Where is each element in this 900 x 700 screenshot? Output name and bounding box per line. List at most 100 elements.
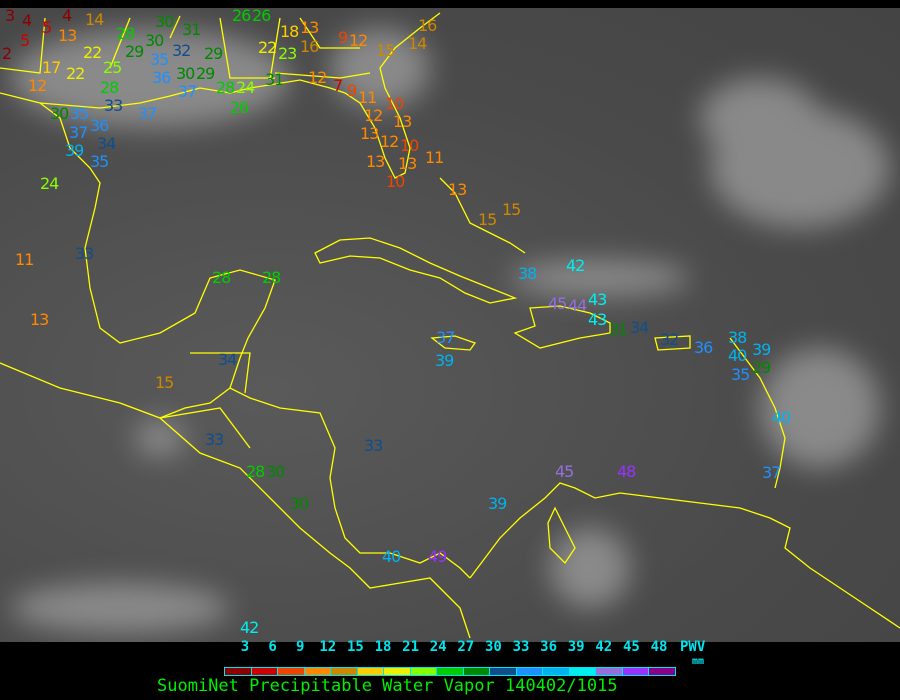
station-value: 35: [70, 104, 89, 123]
station-value: 30: [290, 494, 309, 513]
station-value: 29: [204, 44, 223, 63]
legend-tick: 42: [595, 639, 613, 655]
station-value: 13: [366, 152, 385, 171]
maracaibo-lake: [547, 506, 576, 565]
station-value: 2: [2, 44, 12, 63]
state-borders: [0, 15, 371, 81]
station-value: 39: [752, 340, 771, 359]
station-value: 30: [266, 462, 285, 481]
jamaica: [430, 335, 477, 351]
puerto-rico: [654, 335, 691, 351]
hispaniola: [513, 305, 611, 349]
station-value: 33: [104, 96, 123, 115]
station-value: 29: [752, 358, 771, 377]
station-value: 38: [518, 264, 537, 283]
legend-tick: 36: [540, 639, 558, 655]
legend-label: PWV: [680, 639, 706, 655]
station-value: 26: [252, 8, 271, 25]
legend-tick: 30: [484, 639, 502, 655]
station-value: 45: [548, 294, 567, 313]
station-value: 28: [216, 78, 235, 97]
legend-tick: 15: [346, 639, 364, 655]
station-value: 38: [728, 328, 747, 347]
station-value: 30: [145, 31, 164, 50]
station-value: 26: [232, 8, 251, 25]
legend-color-swatch: [225, 668, 252, 675]
legend-color-swatch: [437, 668, 464, 675]
legend-color-swatch: [649, 668, 675, 675]
station-value: 37: [69, 123, 88, 142]
legend-tick: 6: [268, 639, 277, 655]
station-value: 24: [40, 174, 59, 193]
legend-tick: 39: [567, 639, 585, 655]
legend-color-swatch: [490, 668, 517, 675]
station-value: 28: [100, 78, 119, 97]
station-value: 4: [22, 11, 32, 30]
legend-color-swatch: [331, 668, 358, 675]
south-america-coast: [469, 482, 900, 629]
legend-tick: 21: [402, 639, 420, 655]
station-value: 33: [205, 430, 224, 449]
station-value: 11: [15, 250, 34, 269]
station-value: 15: [376, 41, 395, 60]
station-value: 9: [347, 81, 357, 100]
legend-color-swatch: [622, 668, 649, 675]
legend-color-swatch: [384, 668, 411, 675]
station-value: 24: [236, 78, 255, 97]
station-value: 33: [364, 436, 383, 455]
station-value: 13: [30, 310, 49, 329]
station-value: 40: [728, 346, 747, 365]
station-value: 36: [152, 68, 171, 87]
legend-color-swatch: [463, 668, 490, 675]
legend-color-swatch: [596, 668, 623, 675]
station-value: 15: [155, 373, 174, 392]
station-value: 22: [83, 43, 102, 62]
legend-color-swatch: [516, 668, 543, 675]
station-value: 35: [731, 365, 750, 384]
station-value: 5: [42, 18, 52, 37]
us-gulf-coast: [39, 12, 441, 179]
station-value: 26: [230, 98, 249, 117]
station-value: 17: [42, 58, 61, 77]
station-value: 42: [240, 618, 259, 637]
station-value: 28: [116, 24, 135, 43]
station-value: 42: [566, 256, 585, 275]
station-value: 5: [20, 31, 30, 50]
legend-tick: 27: [457, 639, 475, 655]
station-value: 36: [694, 338, 713, 357]
legend-tick: 45: [622, 639, 640, 655]
legend-color-swatch: [543, 668, 570, 675]
lesser-antilles: [729, 337, 786, 489]
station-value: 28: [262, 268, 281, 287]
legend-unit: mm: [692, 656, 705, 667]
station-value: 23: [278, 44, 297, 63]
station-value: 7: [333, 76, 343, 95]
product-title: SuomiNet Precipitable Water Vapor 140402…: [157, 676, 618, 696]
yucatan-borders: [159, 352, 251, 449]
station-value: 43: [588, 290, 607, 309]
legend-tick: 12: [319, 639, 337, 655]
station-value: 31: [609, 320, 628, 339]
station-value: 10: [386, 172, 405, 191]
station-value: 13: [448, 180, 467, 199]
legend-tick: 9: [295, 639, 305, 655]
station-value: 13: [398, 154, 417, 173]
station-value: 15: [502, 200, 521, 219]
station-value: 28: [246, 462, 265, 481]
station-value: 34: [97, 134, 116, 153]
station-value: 31: [182, 20, 201, 39]
station-value: 14: [408, 34, 427, 53]
gulf-coast: [0, 92, 276, 389]
station-value: 39: [435, 351, 454, 370]
station-value: 43: [588, 310, 607, 329]
station-value: 12: [364, 106, 383, 125]
station-value: 40: [772, 408, 791, 427]
station-value: 32: [660, 330, 679, 349]
station-value: 13: [393, 112, 412, 131]
station-value: 14: [85, 10, 104, 29]
station-value: 11: [425, 148, 444, 167]
station-value: 10: [385, 94, 404, 113]
station-value: 10: [400, 136, 419, 155]
pwv-legend: 3 6 9 12 15 18 21 24 27 30 33 36 39 42 45 48 PWV mm Suo…: [0, 639, 900, 700]
